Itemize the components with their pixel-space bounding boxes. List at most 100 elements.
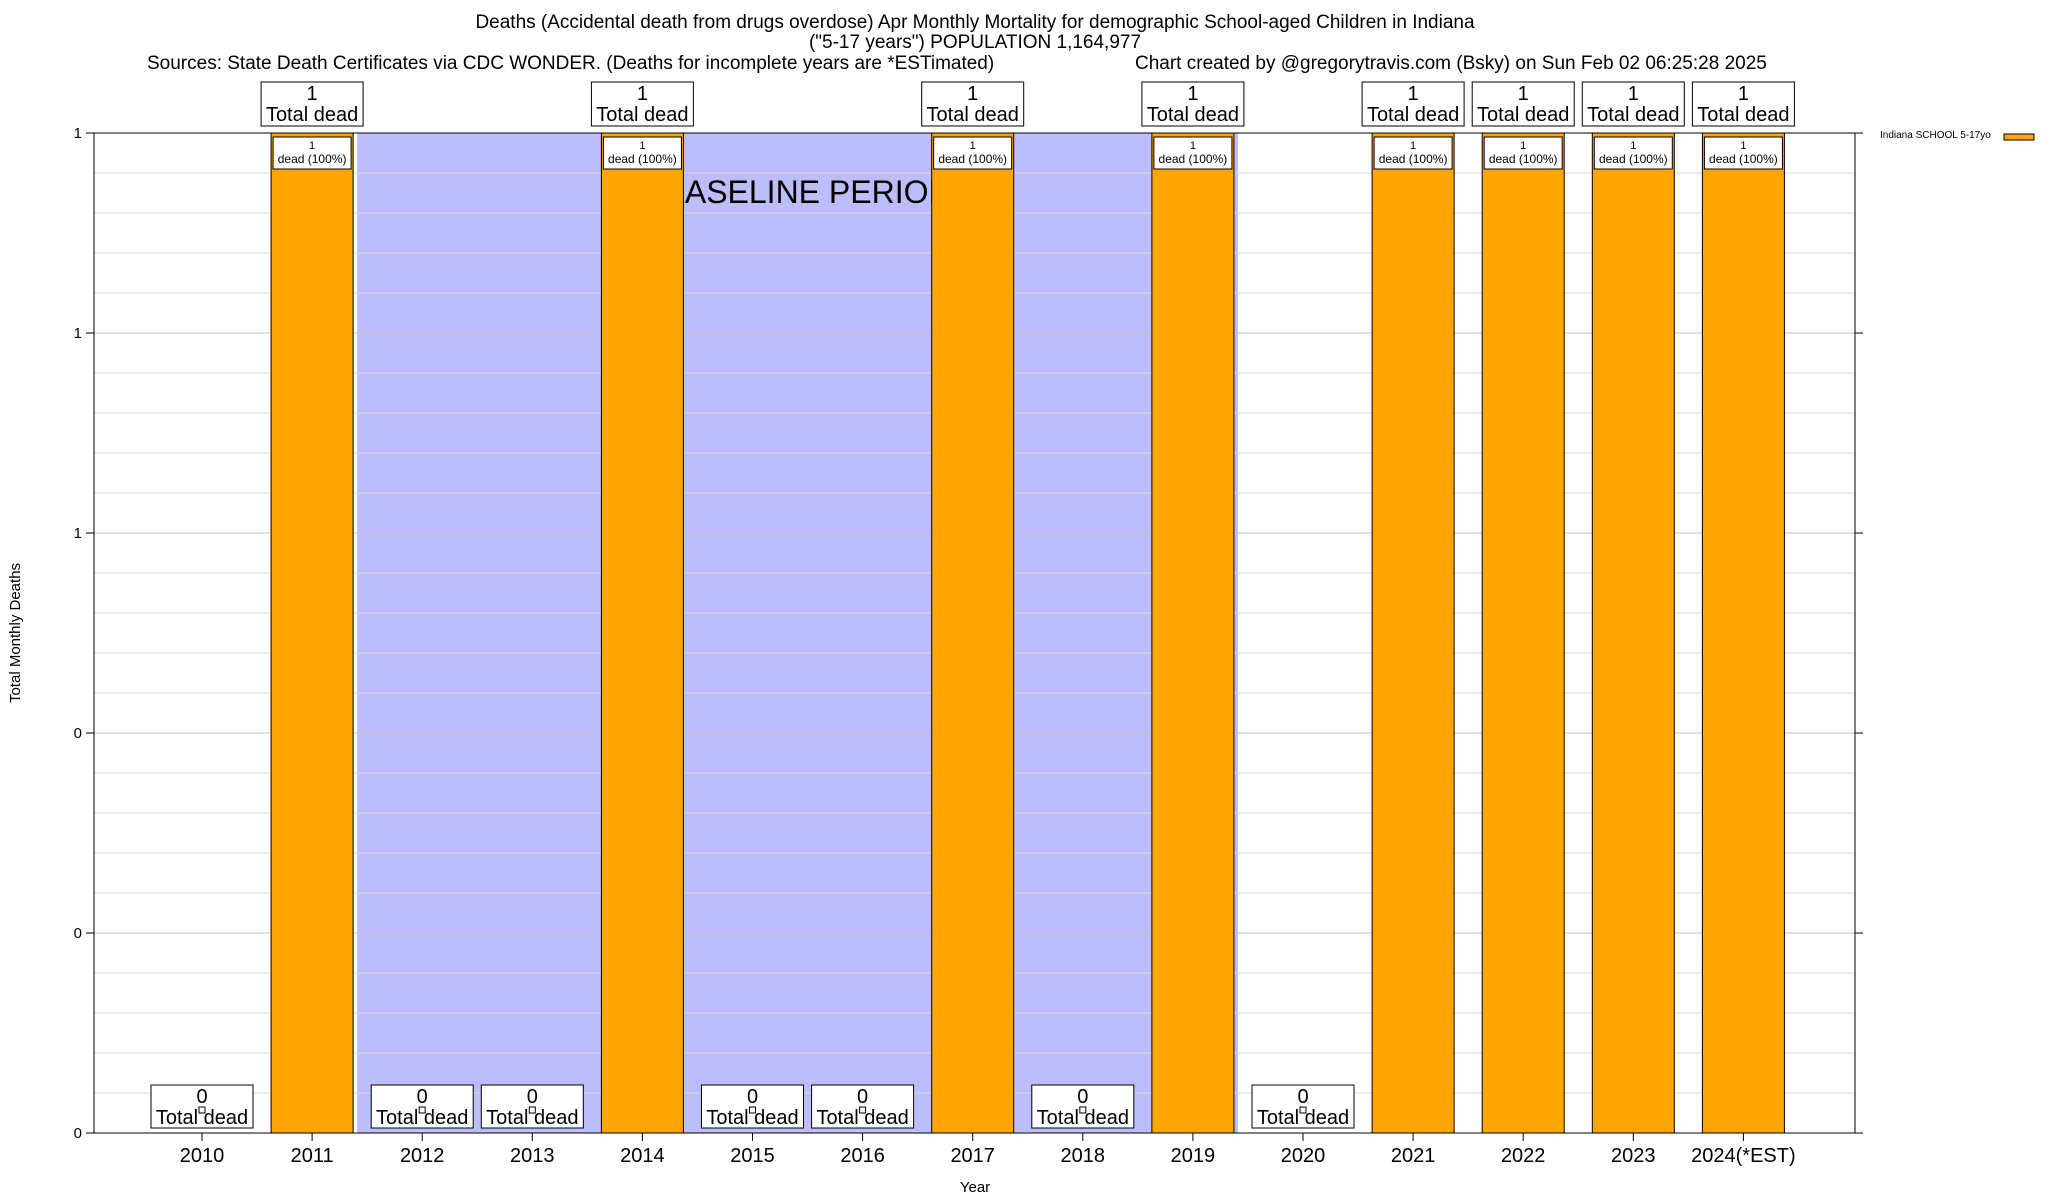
x-tick-label: 2021 bbox=[1391, 1145, 1436, 1167]
x-tick-label: 2017 bbox=[950, 1145, 995, 1167]
total-label-text: Total dead bbox=[486, 1107, 578, 1129]
y-tick-label: 1 bbox=[74, 125, 82, 142]
bar-label-box bbox=[1483, 136, 1563, 170]
total-label-text: Total dead bbox=[1367, 104, 1459, 126]
total-label-count: 0 bbox=[1077, 1086, 1088, 1108]
bar-label-count: 1 bbox=[970, 140, 976, 152]
zero-point-marker bbox=[418, 1106, 426, 1114]
x-tick-label: 2010 bbox=[180, 1145, 225, 1167]
bar bbox=[1591, 132, 1675, 1134]
bar-label-box bbox=[1703, 136, 1783, 170]
zero-point-marker bbox=[1299, 1106, 1307, 1114]
bar bbox=[1151, 132, 1235, 1134]
x-tick-label: 2013 bbox=[510, 1145, 555, 1167]
bar bbox=[1701, 132, 1785, 1134]
x-tick-label: 2018 bbox=[1061, 1145, 1106, 1167]
total-label-count: 1 bbox=[307, 83, 318, 105]
bar-label-percent: dead (100%) bbox=[278, 152, 347, 166]
total-label-count: 1 bbox=[637, 83, 648, 105]
y-tick-label: 0 bbox=[74, 1125, 82, 1142]
bar-label-count: 1 bbox=[1190, 140, 1196, 152]
baseline-period-label: BASELINE PERIOD bbox=[664, 174, 952, 210]
total-label-text: Total dead bbox=[706, 1107, 798, 1129]
bar-label-count: 1 bbox=[1410, 140, 1416, 152]
x-tick-label: 2012 bbox=[400, 1145, 445, 1167]
bar-label-count: 1 bbox=[1630, 140, 1636, 152]
x-tick-label: 2014 bbox=[620, 1145, 665, 1167]
chart-title: Deaths (Accidental death from drugs over… bbox=[475, 12, 1475, 33]
y-tick-label: 0 bbox=[74, 725, 82, 742]
total-label-count: 0 bbox=[527, 1086, 538, 1108]
total-label-box bbox=[1471, 81, 1575, 127]
total-label-count: 1 bbox=[967, 83, 978, 105]
total-label-box bbox=[921, 81, 1025, 127]
bar-label-percent: dead (100%) bbox=[608, 152, 677, 166]
total-label-box bbox=[590, 81, 694, 127]
total-label-box bbox=[260, 81, 364, 127]
total-label-box bbox=[150, 1084, 254, 1129]
total-label-box bbox=[1141, 81, 1245, 127]
bar bbox=[270, 132, 354, 1134]
total-label-text: Total dead bbox=[927, 104, 1019, 126]
bar bbox=[1371, 132, 1455, 1134]
total-label-text: Total dead bbox=[376, 1107, 468, 1129]
total-label-text: Total dead bbox=[266, 104, 358, 126]
total-label-text: Total dead bbox=[156, 1107, 248, 1129]
bar bbox=[600, 132, 684, 1134]
total-label-text: Total dead bbox=[1477, 104, 1569, 126]
chart-source-note: Sources: State Death Certificates via CD… bbox=[147, 53, 995, 74]
total-label-text: Total dead bbox=[1697, 104, 1789, 126]
bar-label-percent: dead (100%) bbox=[1379, 152, 1448, 166]
bar-label-box bbox=[272, 136, 352, 170]
bar-label-percent: dead (100%) bbox=[1709, 152, 1778, 166]
x-tick-label: 2022 bbox=[1501, 1145, 1546, 1167]
chart-credit-note: Chart created by @gregorytravis.com (Bsk… bbox=[1135, 53, 1767, 74]
total-label-text: Total dead bbox=[1587, 104, 1679, 126]
x-tick-label: 2023 bbox=[1611, 1145, 1656, 1167]
x-tick-label: 2019 bbox=[1171, 1145, 1216, 1167]
y-tick-label: 1 bbox=[74, 525, 82, 542]
total-label-count: 1 bbox=[1518, 83, 1529, 105]
bar-label-box bbox=[933, 136, 1013, 170]
baseline-period-shading bbox=[357, 133, 1238, 1133]
total-label-box bbox=[1581, 81, 1685, 127]
x-tick-label: 2016 bbox=[840, 1145, 885, 1167]
bar-label-box bbox=[1153, 136, 1233, 170]
bar-label-box bbox=[602, 136, 682, 170]
bar-label-count: 1 bbox=[1740, 140, 1746, 152]
total-label-text: Total dead bbox=[1257, 1107, 1349, 1129]
bar-label-box bbox=[1593, 136, 1673, 170]
total-label-text: Total dead bbox=[816, 1107, 908, 1129]
total-label-text: Total dead bbox=[1147, 104, 1239, 126]
x-tick-label: 2011 bbox=[291, 1145, 334, 1167]
total-label-count: 1 bbox=[1187, 83, 1198, 105]
total-label-count: 1 bbox=[1738, 83, 1749, 105]
total-label-text: Total dead bbox=[1037, 1107, 1129, 1129]
y-tick-label: 0 bbox=[74, 925, 82, 942]
zero-point-marker bbox=[198, 1106, 206, 1114]
total-label-count: 1 bbox=[1408, 83, 1419, 105]
bar-label-count: 1 bbox=[309, 140, 315, 152]
bar-label-box bbox=[1373, 136, 1453, 170]
zero-point-marker bbox=[749, 1106, 756, 1114]
total-label-count: 0 bbox=[1297, 1086, 1308, 1108]
plot-frame bbox=[93, 132, 1856, 1134]
total-label-count: 0 bbox=[857, 1086, 868, 1108]
bar-label-percent: dead (100%) bbox=[938, 152, 1007, 166]
total-label-box bbox=[1361, 81, 1465, 127]
zero-point-marker bbox=[859, 1106, 867, 1114]
bar-label-count: 1 bbox=[1520, 140, 1526, 152]
chart-subtitle: ("5-17 years") POPULATION 1,164,977 bbox=[808, 32, 1142, 53]
y-axis-title: Total Monthly Deaths bbox=[7, 563, 24, 703]
zero-point-marker bbox=[1079, 1106, 1087, 1114]
x-tick-label: 2024(*EST) bbox=[1691, 1145, 1796, 1167]
total-label-count: 0 bbox=[196, 1086, 207, 1108]
bar bbox=[931, 132, 1015, 1134]
total-label-box bbox=[1691, 81, 1795, 127]
legend-entry-label: Indiana SCHOOL 5-17yo bbox=[1880, 130, 1991, 141]
x-tick-label: 2020 bbox=[1281, 1145, 1326, 1167]
total-label-count: 1 bbox=[1628, 83, 1639, 105]
y-tick-label: 1 bbox=[74, 325, 82, 342]
bar-label-percent: dead (100%) bbox=[1599, 152, 1668, 166]
